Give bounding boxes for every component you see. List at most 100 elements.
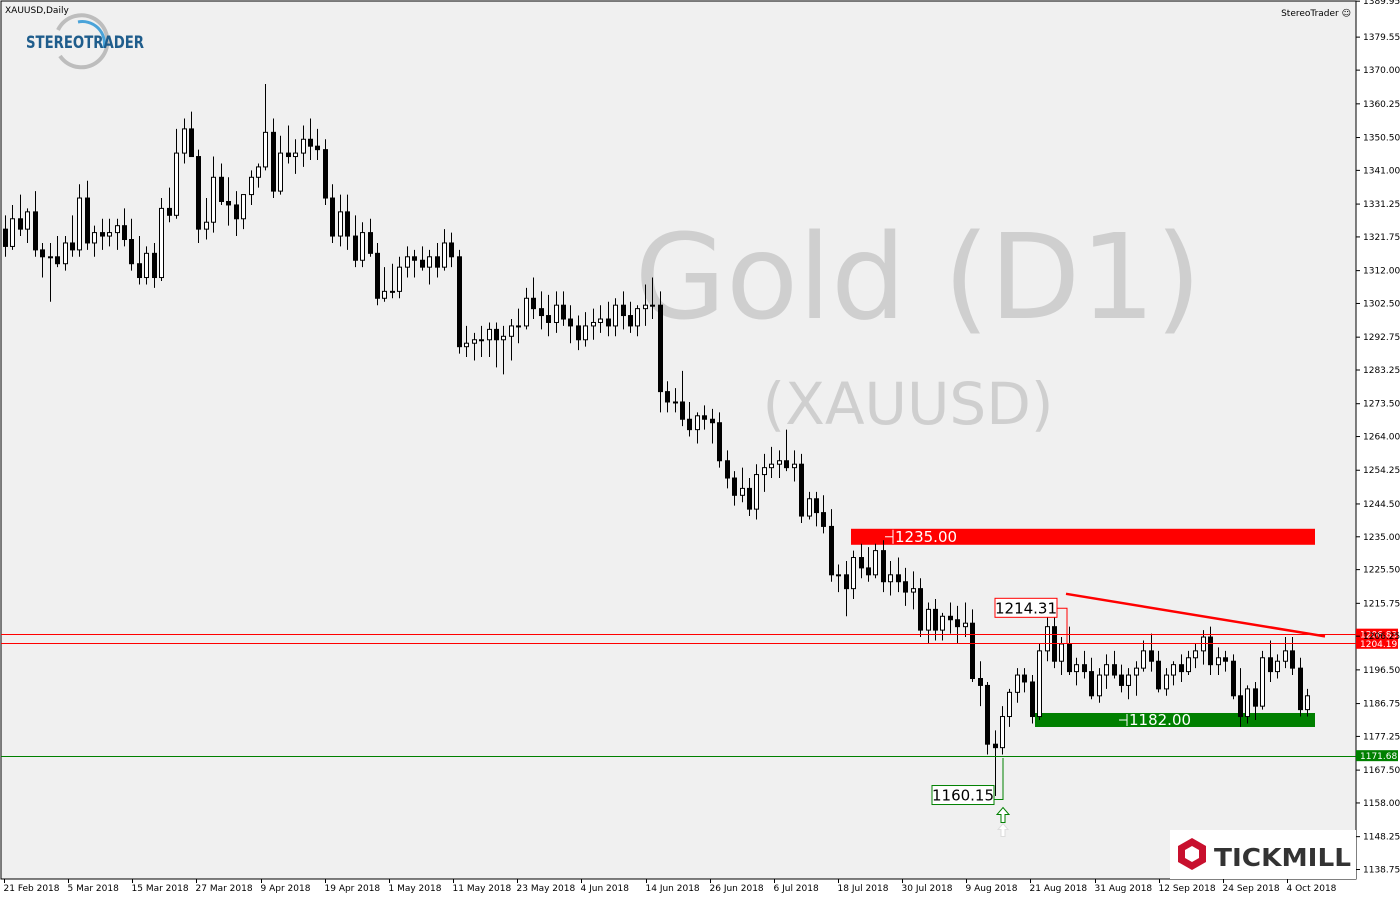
y-tick-label: 1196.50 (1363, 666, 1400, 676)
candle-bull (1260, 657, 1265, 707)
candle-bull (1193, 650, 1198, 659)
candle-bear (167, 207, 172, 216)
watermark-title: Gold (D1) (635, 208, 1202, 346)
candle-bull (1045, 626, 1050, 652)
candle-bear (1231, 660, 1236, 697)
price-line-tag (1356, 637, 1398, 649)
candle-bull (807, 498, 812, 517)
candle-bull (159, 207, 164, 279)
x-tick-label: 30 Jul 2018 (902, 884, 953, 894)
logo-arc (77, 20, 106, 49)
candle-bear (948, 615, 953, 621)
candle-bear (1119, 674, 1124, 686)
candle-bear (687, 418, 692, 431)
candle-bear (1156, 660, 1161, 690)
candle-bull (144, 252, 149, 279)
candle-bear (353, 235, 358, 261)
arrow-up-icon (995, 806, 1011, 824)
watermark: Gold (D1) (XAUUSD) (635, 208, 1202, 438)
candle-bear (747, 487, 752, 510)
candle-bear (18, 218, 23, 230)
arrow-up-icon (996, 822, 1010, 838)
candle-bear (435, 256, 440, 268)
candle-bear (315, 145, 320, 151)
price-line-tag (1356, 750, 1398, 762)
y-tick-label: 1302.50 (1363, 299, 1400, 309)
x-tick-label: 9 Aug 2018 (966, 884, 1018, 894)
y-tick-label: 1321.75 (1363, 233, 1400, 243)
candle-bull (1007, 691, 1012, 718)
x-tick-label: 19 Apr 2018 (325, 884, 381, 894)
candle-bull (926, 608, 931, 631)
time-axis: 21 Feb 2018 5 Mar 2018 15 Mar 2018 27 Mar 2… (4, 879, 1337, 894)
x-tick-label: 26 Jun 2018 (710, 884, 764, 894)
candle-bear (122, 225, 127, 241)
candle-bull (1275, 660, 1280, 673)
y-tick-label: 1244.50 (1363, 500, 1400, 510)
candle-bear (55, 256, 60, 265)
candle-bear (1030, 681, 1035, 718)
x-tick-label: 9 Apr 2018 (261, 884, 311, 894)
candle-bear (286, 152, 291, 158)
price-line-label: 1206.83 (1360, 631, 1397, 641)
y-tick-label: 1292.75 (1363, 333, 1400, 343)
y-tick-label: 1225.50 (1363, 566, 1400, 576)
candles (3, 83, 1310, 797)
candle-bear (1268, 657, 1273, 673)
price-box-leader (994, 758, 1004, 801)
candle-bull (1134, 667, 1139, 676)
y-tick-label: 1177.25 (1363, 732, 1400, 742)
candle-bear (1253, 688, 1258, 707)
candle-bull (442, 242, 447, 268)
candle-bear (1238, 695, 1243, 718)
candle-bear (978, 678, 983, 686)
candle-bear (1179, 664, 1184, 673)
candle-bull (554, 304, 559, 323)
candle-bear (271, 131, 276, 192)
candle-bear (375, 252, 380, 299)
x-tick-label: 4 Jun 2018 (581, 884, 630, 894)
y-tick-label: 1148.25 (1363, 833, 1400, 843)
watermark-subtitle: (XAUUSD) (762, 370, 1053, 438)
candle-bear (196, 156, 201, 230)
candle-bull (963, 622, 968, 628)
candle-bear (531, 297, 536, 310)
candle-bull (1074, 664, 1079, 673)
candle-bull (1164, 674, 1169, 690)
candle-bear (1112, 664, 1117, 676)
candle-bull (598, 318, 603, 323)
candle-bear (1223, 657, 1228, 662)
candle-bull (92, 232, 97, 244)
candle-bull (487, 328, 492, 341)
candle-bear (799, 463, 804, 517)
candle-bull (762, 467, 767, 476)
candle-bear (1208, 636, 1213, 666)
candle-bull (1037, 650, 1042, 718)
candle-bull (256, 166, 261, 178)
candle-bull (1216, 657, 1221, 666)
y-tick-label: 1389.95 (1363, 0, 1400, 7)
candle-bull (524, 297, 529, 327)
candle-bull (382, 290, 387, 299)
candle-bull (204, 221, 209, 230)
candle-bear (814, 498, 819, 514)
candle-bear (85, 197, 90, 244)
y-tick-label: 1350.50 (1363, 134, 1400, 144)
y-tick-label: 1360.25 (1363, 100, 1400, 110)
x-tick-label: 4 Oct 2018 (1287, 884, 1337, 894)
candle-bull (650, 304, 655, 307)
x-tick-label: 18 Jul 2018 (838, 884, 889, 894)
candle-bear (881, 550, 886, 583)
candle-bear (33, 211, 38, 251)
y-tick-label: 1215.75 (1363, 599, 1400, 609)
candle-bull (516, 325, 521, 328)
candle-bear (1082, 664, 1087, 673)
x-tick-label: 6 Jul 2018 (774, 884, 819, 894)
candle-bull (1171, 664, 1176, 676)
trendline (1065, 592, 1326, 638)
symbol-label: XAUUSD,Daily (5, 6, 69, 16)
candle-bear (829, 525, 834, 576)
y-tick-label: 1264.00 (1363, 433, 1400, 443)
x-tick-label: 21 Aug 2018 (1030, 884, 1088, 894)
